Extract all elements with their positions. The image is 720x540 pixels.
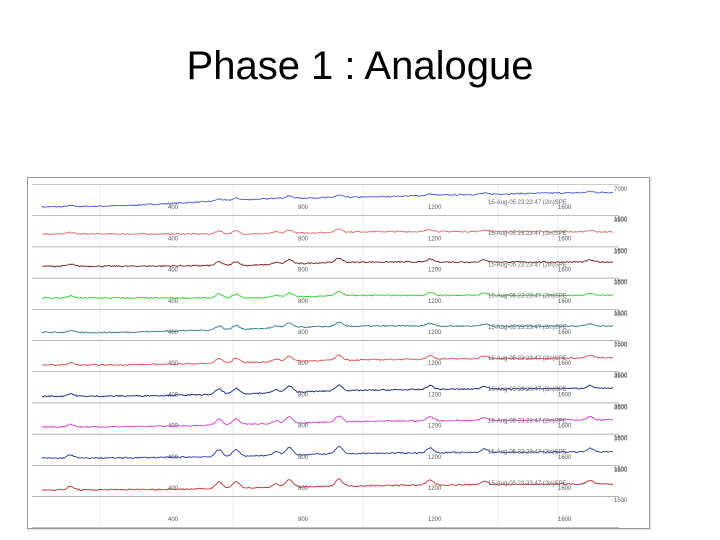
x-tick-label: 400 bbox=[168, 205, 179, 211]
x-tick-label: 800 bbox=[298, 424, 309, 430]
spectrum-series-5 bbox=[41, 321, 614, 334]
scale-label-top: 3500 bbox=[614, 312, 628, 318]
x-tick-label: 1200 bbox=[428, 268, 442, 274]
spectrum-series-9 bbox=[41, 446, 614, 460]
scale-label-top: 3500 bbox=[614, 281, 628, 287]
spectra-figure: 400 800 1200 1600 400 800 1200 1600 400 800 1200 16… bbox=[27, 177, 650, 529]
spectrum-series-10 bbox=[41, 477, 614, 491]
acquisition-stamp: 15-Aug-05 23:23:47 (2in)SPE bbox=[488, 231, 567, 237]
x-tick-label: 1600 bbox=[558, 299, 572, 305]
scale-label-top: 3500 bbox=[614, 468, 628, 474]
x-tick-label: 400 bbox=[168, 299, 179, 305]
x-tick-label: 400 bbox=[168, 268, 179, 274]
scale-label-bottom: 1500 bbox=[614, 280, 628, 286]
scale-label-top: 7000 bbox=[614, 187, 628, 193]
x-tick-label: 1600 bbox=[558, 330, 572, 336]
scale-label-bottom: 3500 bbox=[614, 373, 628, 379]
x-tick-label: 400 bbox=[168, 455, 179, 461]
x-tick-label: 800 bbox=[298, 299, 309, 305]
scale-label-bottom: 1500 bbox=[614, 498, 628, 504]
acquisition-stamp: 15-Aug-05 23:23:47 (2in)SPE bbox=[488, 481, 567, 487]
x-tick-label: 1200 bbox=[428, 299, 442, 305]
x-tick-label: 400 bbox=[168, 517, 179, 523]
x-tick-label: 800 bbox=[298, 486, 309, 492]
x-tick-label: 1600 bbox=[558, 424, 572, 430]
spectrum-series-4 bbox=[41, 290, 614, 300]
x-tick-label: 800 bbox=[298, 205, 309, 211]
x-tick-label: 1600 bbox=[558, 361, 572, 367]
scale-label-top: 3500 bbox=[614, 374, 628, 380]
acquisition-stamp: 15-Aug-05 23:23:47 (2in)SPE bbox=[488, 325, 567, 331]
x-tick-label: 800 bbox=[298, 392, 309, 398]
x-tick-label: 800 bbox=[298, 330, 309, 336]
scale-label-top: 3500 bbox=[614, 437, 628, 443]
acquisition-stamp: 15-Aug-05 23:23:47 (2in)SPE bbox=[488, 294, 567, 300]
scale-label-bottom: 1500 bbox=[614, 436, 628, 442]
x-tick-label: 1600 bbox=[558, 205, 572, 211]
x-tick-label: 1600 bbox=[558, 517, 572, 523]
scale-label-bottom: 1500 bbox=[614, 467, 628, 473]
x-tick-label: 1200 bbox=[428, 455, 442, 461]
acquisition-stamp: 15-Aug-05 23:23:47 (2in)SPE bbox=[488, 418, 567, 424]
scale-label-top: 7000 bbox=[614, 343, 628, 349]
acquisition-stamp: 15-Aug-05 23:23:47 (2in)SPE bbox=[488, 200, 567, 206]
spectrum-series-3 bbox=[41, 257, 614, 268]
x-tick-label: 1200 bbox=[428, 517, 442, 523]
x-tick-label: 1600 bbox=[558, 268, 572, 274]
spectrum-series-8 bbox=[41, 415, 614, 429]
x-tick-label: 800 bbox=[298, 268, 309, 274]
acquisition-stamp: 15-Aug-05 23:23:47 (2in)SPE bbox=[488, 262, 567, 268]
x-tick-label: 1200 bbox=[428, 486, 442, 492]
x-tick-label: 1600 bbox=[558, 455, 572, 461]
x-tick-label: 400 bbox=[168, 236, 179, 242]
x-tick-label: 800 bbox=[298, 361, 309, 367]
x-tick-label: 1200 bbox=[428, 392, 442, 398]
scale-label-top: 3500 bbox=[614, 218, 628, 224]
x-tick-label: 800 bbox=[298, 517, 309, 523]
spectrum-series-6 bbox=[41, 354, 614, 367]
acquisition-stamp: 15-Aug-05 23:23:47 (2in)SPE bbox=[488, 450, 567, 456]
x-tick-label: 1200 bbox=[428, 424, 442, 430]
scale-label-bottom: 1500 bbox=[614, 342, 628, 348]
x-tick-label: 1600 bbox=[558, 392, 572, 398]
scale-label-top: 3500 bbox=[614, 405, 628, 411]
scale-label-bottom: 1500 bbox=[614, 311, 628, 317]
x-tick-label: 1600 bbox=[558, 486, 572, 492]
slide-title: Phase 1 : Analogue bbox=[186, 44, 534, 88]
x-tick-label: 1200 bbox=[428, 205, 442, 211]
x-tick-label: 1200 bbox=[428, 236, 442, 242]
spectrum-series-1 bbox=[41, 190, 614, 208]
x-tick-label: 800 bbox=[298, 236, 309, 242]
x-tick-label: 400 bbox=[168, 330, 179, 336]
scale-label-bottom: 1500 bbox=[614, 217, 628, 223]
scale-label-bottom: 3500 bbox=[614, 404, 628, 410]
scale-label-bottom: 1500 bbox=[614, 248, 628, 254]
acquisition-stamp: 15-Aug-05 23:23:47 (2in)SPE bbox=[488, 387, 567, 393]
x-tick-label: 400 bbox=[168, 361, 179, 367]
x-tick-label: 1200 bbox=[428, 330, 442, 336]
x-tick-label: 1600 bbox=[558, 236, 572, 242]
scale-label-top: 3500 bbox=[614, 249, 628, 255]
x-tick-label: 800 bbox=[298, 455, 309, 461]
spectrum-series-2 bbox=[41, 228, 614, 236]
spectra-chart: 400 800 1200 1600 400 800 1200 1600 400 800 1200 16… bbox=[32, 184, 628, 528]
x-tick-label: 1200 bbox=[428, 361, 442, 367]
spectrum-series-7 bbox=[41, 384, 614, 398]
acquisition-stamp: 15-Aug-05 23:23:47 (2in)SPE bbox=[488, 356, 567, 362]
